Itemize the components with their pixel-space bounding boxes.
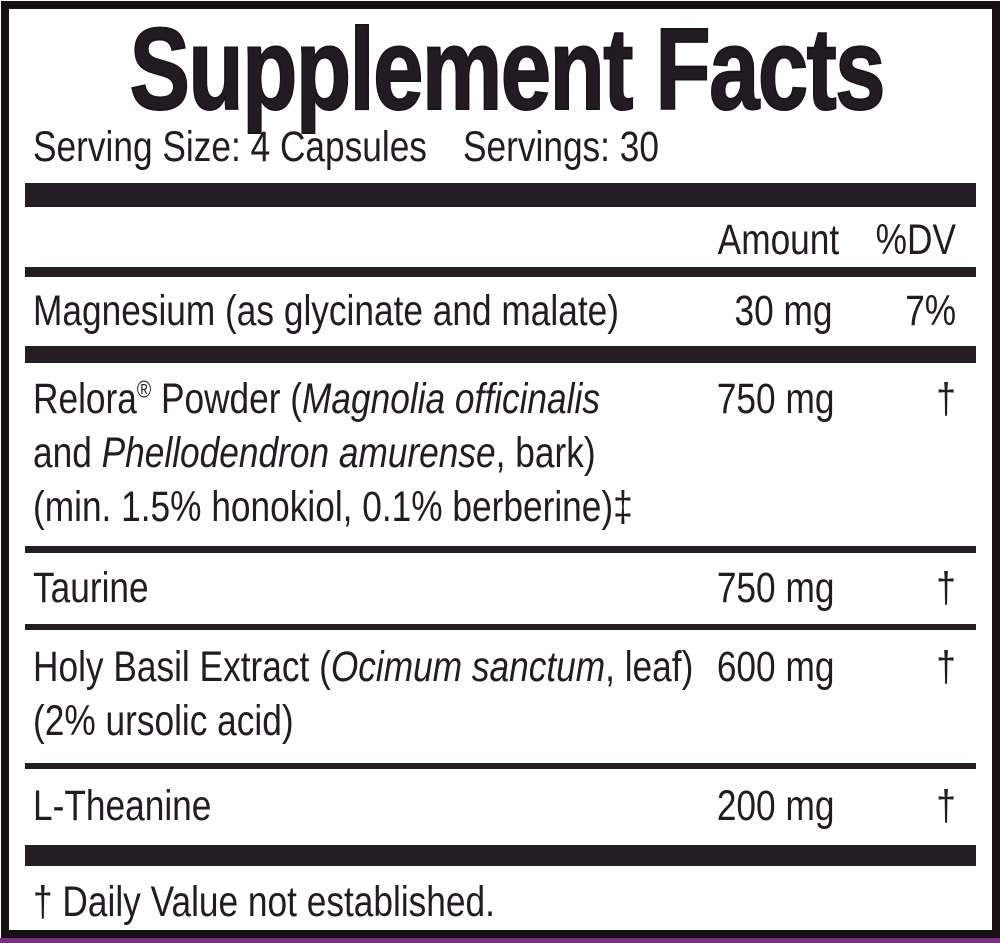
ingredient-row-l-theanine: L-Theanine 200 mg † [25,769,976,845]
ingredient-dv: † [936,782,956,830]
divider-thin [25,624,976,630]
ingredient-amount: 200 mg [716,782,835,830]
servings-count-text: Servings: 30 [463,123,660,171]
column-header-row: Amount %DV [25,207,976,267]
ingredient-row-magnesium: Magnesium (as glycinate and malate) 30 m… [25,277,976,346]
ingredient-amount: 750 mg [716,375,835,423]
ingredient-name: Taurine [33,564,149,612]
ingredient-dv: † [936,643,956,691]
ingredient-name: Holy Basil Extract (Ocimum sanctum, leaf… [33,643,694,745]
divider-thin [25,546,976,553]
ingredient-amount: 600 mg [716,643,835,691]
daily-value-footnote: † Daily Value not established. [33,878,495,926]
ingredient-row-holy-basil: Holy Basil Extract (Ocimum sanctum, leaf… [25,630,976,763]
ingredient-name: Magnesium (as glycinate and malate) [33,287,619,335]
panel-title: Supplement Facts [129,4,886,134]
ingredient-row-taurine: Taurine 750 mg † [25,553,976,624]
ingredient-name: L-Theanine [33,782,212,830]
amount-column-header: Amount [717,216,840,264]
ingredient-dv: † [936,564,956,612]
ingredient-name: Relora® Powder (Magnolia officinalis and… [33,375,633,531]
ingredient-dv: † [936,375,956,423]
dv-column-header: %DV [875,216,956,264]
ingredient-dv: 7% [905,287,956,335]
serving-info: Serving Size: 4 Capsules Servings: 30 [25,123,976,171]
divider-heavy-mid [25,346,976,363]
ingredient-amount: 750 mg [716,564,835,612]
serving-size-text: Serving Size: 4 Capsules [33,123,427,171]
divider-thin [25,763,976,769]
divider-heavy-top [25,183,976,207]
ingredient-amount: 30 mg [734,287,833,335]
divider-heavy-bottom [25,845,976,866]
ingredient-row-relora: Relora® Powder (Magnolia officinalis and… [25,363,976,546]
divider-medium-under-header [25,267,976,277]
page-accent-line [0,938,1000,943]
